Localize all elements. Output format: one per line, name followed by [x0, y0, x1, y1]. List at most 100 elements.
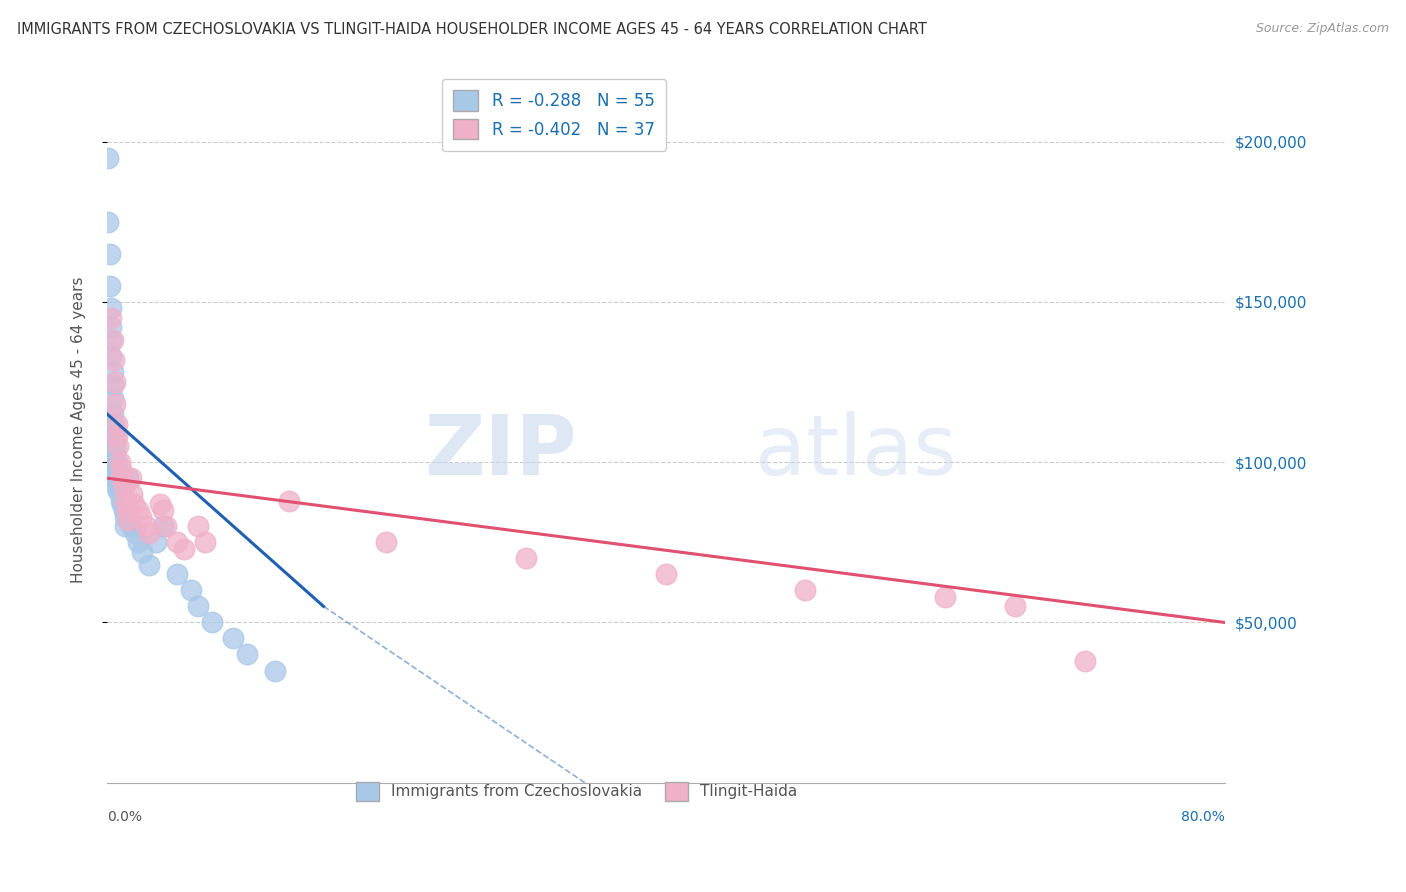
Point — [107, 475, 129, 489]
Point — [101, 378, 124, 392]
Point — [104, 465, 127, 479]
Point — [111, 497, 134, 511]
Point — [138, 558, 160, 572]
Point — [100, 301, 122, 316]
Y-axis label: Householder Income Ages 45 - 64 years: Householder Income Ages 45 - 64 years — [72, 277, 86, 583]
Point — [120, 471, 142, 485]
Point — [515, 551, 537, 566]
Point — [103, 439, 125, 453]
Point — [98, 246, 121, 260]
Point — [110, 487, 132, 501]
Point — [222, 632, 245, 646]
Point — [108, 481, 131, 495]
Point — [105, 465, 128, 479]
Point — [127, 535, 149, 549]
Point — [110, 477, 132, 491]
Point — [103, 352, 125, 367]
Point — [1074, 654, 1097, 668]
Point — [277, 493, 299, 508]
Point — [100, 349, 122, 363]
Point — [104, 397, 127, 411]
Point — [114, 509, 136, 524]
Point — [114, 519, 136, 533]
Point — [103, 461, 125, 475]
Point — [104, 445, 127, 459]
Point — [97, 215, 120, 229]
Point — [100, 310, 122, 325]
Text: 0.0%: 0.0% — [107, 811, 142, 824]
Point — [108, 455, 131, 469]
Text: atlas: atlas — [755, 410, 957, 491]
Point — [101, 365, 124, 379]
Point — [105, 481, 128, 495]
Point — [180, 583, 202, 598]
Point — [152, 503, 174, 517]
Point — [934, 590, 956, 604]
Point — [103, 417, 125, 431]
Point — [107, 439, 129, 453]
Point — [107, 465, 129, 479]
Point — [103, 429, 125, 443]
Point — [117, 471, 139, 485]
Point — [105, 429, 128, 443]
Point — [110, 471, 132, 485]
Point — [149, 497, 172, 511]
Point — [155, 519, 177, 533]
Point — [166, 535, 188, 549]
Point — [201, 615, 224, 630]
Point — [118, 513, 141, 527]
Point — [117, 513, 139, 527]
Point — [129, 509, 152, 524]
Point — [104, 439, 127, 453]
Text: IMMIGRANTS FROM CZECHOSLOVAKIA VS TLINGIT-HAIDA HOUSEHOLDER INCOME AGES 45 - 64 : IMMIGRANTS FROM CZECHOSLOVAKIA VS TLINGI… — [17, 22, 927, 37]
Point — [794, 583, 817, 598]
Text: Source: ZipAtlas.com: Source: ZipAtlas.com — [1256, 22, 1389, 36]
Text: 80.0%: 80.0% — [1181, 811, 1225, 824]
Point — [121, 487, 143, 501]
Point — [103, 449, 125, 463]
Point — [114, 493, 136, 508]
Point — [263, 664, 285, 678]
Point — [107, 483, 129, 498]
Point — [122, 497, 145, 511]
Point — [115, 503, 138, 517]
Point — [112, 481, 135, 495]
Point — [100, 334, 122, 348]
Point — [101, 334, 124, 348]
Text: ZIP: ZIP — [425, 410, 576, 491]
Point — [105, 455, 128, 469]
Legend: Immigrants from Czechoslovakia, Tlingit-Haida: Immigrants from Czechoslovakia, Tlingit-… — [350, 776, 803, 806]
Point — [131, 545, 153, 559]
Point — [236, 648, 259, 662]
Point — [127, 503, 149, 517]
Point — [173, 541, 195, 556]
Point — [105, 471, 128, 485]
Point — [124, 525, 146, 540]
Point — [97, 151, 120, 165]
Point — [194, 535, 217, 549]
Point — [110, 461, 132, 475]
Point — [655, 567, 678, 582]
Point — [152, 519, 174, 533]
Point — [98, 278, 121, 293]
Point — [101, 407, 124, 421]
Point — [101, 391, 124, 405]
Point — [104, 455, 127, 469]
Point — [110, 493, 132, 508]
Point — [145, 535, 167, 549]
Point — [138, 525, 160, 540]
Point — [1004, 599, 1026, 614]
Point — [100, 320, 122, 334]
Point — [166, 567, 188, 582]
Point — [104, 471, 127, 485]
Point — [108, 471, 131, 485]
Point — [104, 375, 127, 389]
Point — [135, 519, 157, 533]
Point — [105, 417, 128, 431]
Point — [187, 519, 209, 533]
Point — [187, 599, 209, 614]
Point — [104, 429, 127, 443]
Point — [120, 519, 142, 533]
Point — [375, 535, 398, 549]
Point — [112, 503, 135, 517]
